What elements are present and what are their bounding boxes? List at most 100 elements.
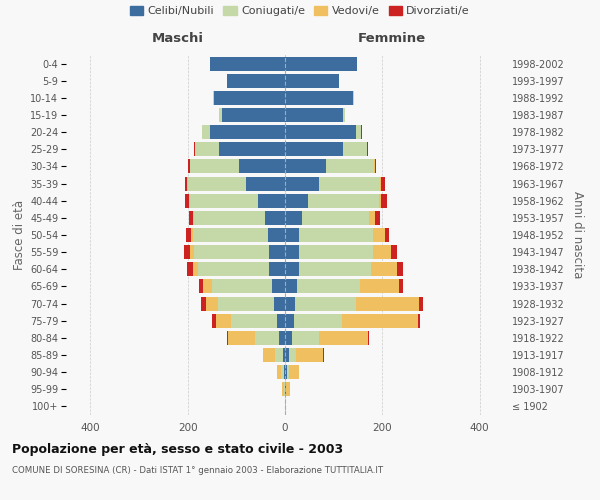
Bar [361, 280, 400, 293]
Bar [188, 176, 246, 190]
Bar [381, 176, 385, 190]
Bar [194, 245, 269, 259]
Bar [419, 296, 423, 310]
Bar [296, 348, 323, 362]
Bar [193, 262, 199, 276]
Bar [272, 280, 285, 293]
Bar [282, 382, 284, 396]
Bar [199, 280, 203, 293]
Bar [285, 56, 357, 70]
Text: COMUNE DI SORESINA (CR) - Dati ISTAT 1° gennaio 2003 - Elaborazione TUTTITALIA.I: COMUNE DI SORESINA (CR) - Dati ISTAT 1° … [12, 466, 383, 475]
Bar [286, 382, 290, 396]
Bar [369, 211, 375, 225]
Bar [299, 245, 373, 259]
Bar [343, 314, 418, 328]
Bar [308, 194, 379, 207]
Bar [218, 296, 274, 310]
Bar [285, 314, 294, 328]
Bar [285, 160, 326, 173]
Bar [285, 262, 299, 276]
Bar [185, 194, 189, 207]
Bar [285, 176, 319, 190]
Bar [269, 245, 285, 259]
Text: Femmine: Femmine [358, 32, 426, 44]
Bar [188, 160, 190, 173]
Bar [277, 314, 285, 328]
Bar [371, 262, 397, 276]
Bar [212, 280, 272, 293]
Bar [367, 142, 368, 156]
Bar [227, 331, 228, 345]
Bar [285, 365, 287, 379]
Bar [285, 331, 292, 345]
Text: Popolazione per età, sesso e stato civile - 2003: Popolazione per età, sesso e stato civil… [12, 442, 343, 456]
Bar [283, 348, 285, 362]
Bar [268, 228, 285, 242]
Bar [279, 331, 285, 345]
Bar [285, 296, 295, 310]
Bar [343, 108, 346, 122]
Bar [275, 348, 283, 362]
Bar [220, 142, 285, 156]
Bar [209, 56, 285, 70]
Bar [380, 176, 381, 190]
Bar [220, 108, 222, 122]
Bar [285, 108, 343, 122]
Bar [201, 296, 206, 310]
Bar [400, 280, 403, 293]
Bar [228, 331, 255, 345]
Bar [418, 314, 420, 328]
Bar [289, 365, 299, 379]
Bar [255, 331, 279, 345]
Bar [326, 160, 374, 173]
Bar [382, 194, 387, 207]
Bar [199, 262, 269, 276]
Bar [195, 142, 220, 156]
Bar [191, 228, 193, 242]
Bar [265, 211, 285, 225]
Text: Maschi: Maschi [152, 32, 204, 44]
Bar [227, 74, 285, 88]
Bar [285, 228, 299, 242]
Bar [319, 176, 380, 190]
Legend: Celibi/Nubili, Coniugati/e, Vedovi/e, Divorziati/e: Celibi/Nubili, Coniugati/e, Vedovi/e, Di… [130, 6, 470, 16]
Bar [190, 160, 239, 173]
Bar [385, 228, 389, 242]
Bar [285, 194, 308, 207]
Bar [214, 91, 285, 105]
Bar [186, 228, 191, 242]
Bar [231, 314, 277, 328]
Bar [379, 194, 382, 207]
Bar [274, 296, 285, 310]
Bar [258, 194, 285, 207]
Bar [356, 125, 361, 139]
Bar [188, 211, 193, 225]
Bar [189, 194, 190, 207]
Bar [391, 245, 397, 259]
Bar [285, 280, 297, 293]
Bar [289, 348, 296, 362]
Bar [246, 176, 285, 190]
Bar [285, 142, 343, 156]
Bar [373, 228, 385, 242]
Bar [375, 211, 380, 225]
Bar [284, 365, 285, 379]
Y-axis label: Anni di nascita: Anni di nascita [571, 192, 584, 278]
Bar [184, 245, 190, 259]
Bar [299, 262, 371, 276]
Bar [190, 245, 194, 259]
Bar [263, 348, 275, 362]
Bar [356, 296, 419, 310]
Bar [277, 365, 281, 379]
Bar [319, 331, 368, 345]
Bar [361, 125, 362, 139]
Bar [269, 262, 285, 276]
Bar [285, 245, 299, 259]
Bar [239, 160, 285, 173]
Bar [285, 91, 353, 105]
Bar [323, 348, 324, 362]
Bar [295, 296, 356, 310]
Bar [373, 245, 391, 259]
Bar [294, 314, 343, 328]
Bar [397, 262, 403, 276]
